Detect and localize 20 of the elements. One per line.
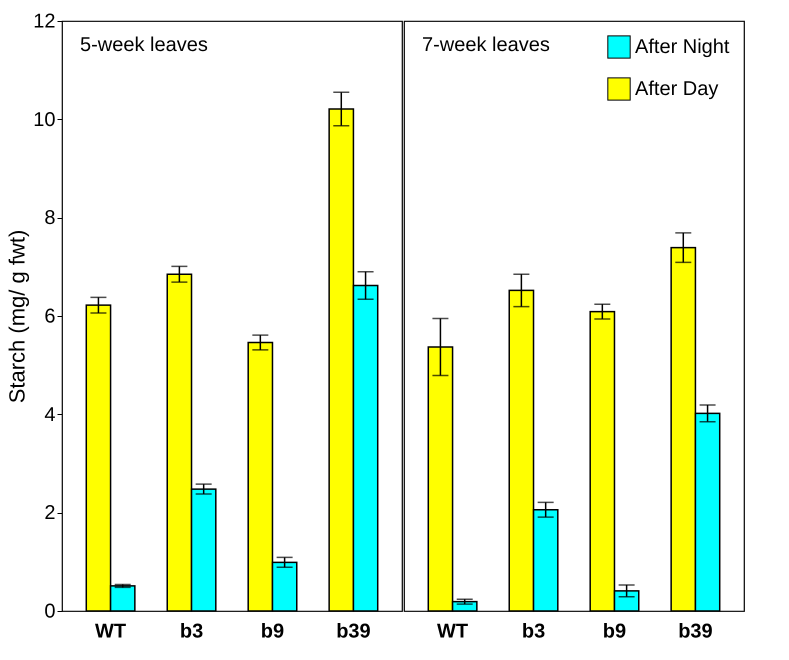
x-tick-label: b9 bbox=[602, 620, 626, 642]
x-tick-label: b3 bbox=[522, 620, 546, 642]
y-axis-title: Starch (mg/ g fwt) bbox=[4, 230, 30, 404]
legend-label: After Day bbox=[635, 78, 718, 100]
x-tick-label: b39 bbox=[336, 620, 371, 642]
x-tick-label: WT bbox=[437, 620, 468, 642]
y-tick-label: 2 bbox=[44, 502, 56, 524]
text: 7-week leaves bbox=[422, 34, 550, 56]
y-tick-label: 12 bbox=[33, 10, 56, 32]
x-tick-label: b9 bbox=[260, 620, 284, 642]
x-tick-label: b3 bbox=[180, 620, 204, 642]
y-tick-label: 10 bbox=[33, 108, 56, 131]
text: 5-week leaves bbox=[80, 34, 208, 56]
x-tick-label: b39 bbox=[678, 620, 713, 642]
y-tick-label: 0 bbox=[44, 600, 56, 622]
y-tick-label: 6 bbox=[44, 306, 56, 328]
legend-label: After Night bbox=[635, 36, 730, 58]
y-tick-label: 4 bbox=[44, 404, 56, 426]
y-tick-label: 8 bbox=[44, 207, 56, 230]
x-tick-label: WT bbox=[95, 620, 126, 642]
